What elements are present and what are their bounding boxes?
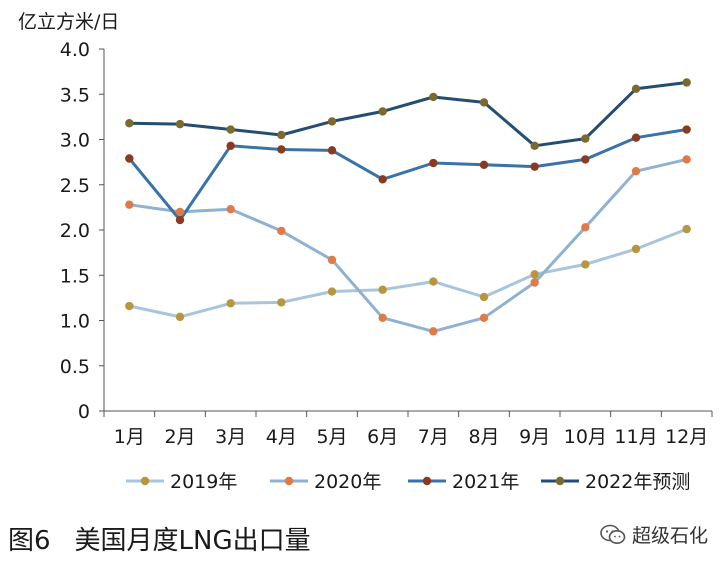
legend-marker — [284, 476, 294, 486]
y-axis-label: 亿立方米/日 — [18, 11, 119, 33]
data-point — [581, 260, 590, 269]
data-point — [479, 98, 489, 107]
y-tick-label: 2.5 — [60, 175, 90, 197]
x-tick-label: 2月 — [164, 426, 195, 448]
legend-label: 2020年 — [314, 471, 381, 493]
x-tick-label: 1月 — [114, 426, 145, 448]
x-tick-label: 12月 — [665, 426, 708, 448]
data-point — [631, 244, 641, 254]
legend-marker — [140, 476, 150, 486]
figure-caption: 图6 美国月度LNG出口量 — [8, 520, 311, 557]
data-point — [378, 285, 387, 294]
data-point — [125, 119, 134, 128]
legend: 2019年 2020年 2021年 2022年预测 — [126, 471, 690, 493]
data-point — [682, 125, 691, 134]
x-tick-label: 7月 — [418, 426, 449, 448]
figure-title: 美国月度LNG出口量 — [74, 526, 311, 556]
series-markers — [125, 78, 691, 336]
legend-marker — [422, 476, 432, 486]
brand-name: 超级石化 — [631, 525, 708, 547]
data-point — [378, 107, 387, 116]
data-point — [530, 141, 539, 151]
data-point — [429, 327, 438, 336]
data-point — [682, 78, 691, 87]
data-point — [682, 224, 691, 234]
y-tick-label: 3.0 — [60, 130, 90, 152]
y-tick-label: 4.0 — [60, 39, 90, 61]
data-point — [277, 226, 286, 236]
legend-marker — [555, 476, 565, 486]
series-line-3 — [128, 128, 687, 222]
data-point — [581, 134, 590, 143]
y-tick-label: 1.0 — [60, 311, 90, 333]
data-point — [530, 278, 539, 287]
y-tick-label: 1.5 — [60, 265, 90, 287]
data-point — [125, 200, 134, 209]
legend-label: 2022年预测 — [585, 471, 690, 493]
data-point — [226, 204, 235, 214]
brand-watermark: 超级石化 — [600, 521, 708, 548]
data-point — [327, 255, 337, 265]
data-point — [631, 84, 641, 94]
data-point — [175, 119, 185, 129]
y-tick-label: 3.5 — [60, 84, 90, 106]
series-lines — [128, 81, 688, 333]
data-point — [175, 312, 185, 322]
x-tick-label: 3月 — [215, 426, 246, 448]
data-point — [429, 158, 438, 168]
data-point — [125, 301, 134, 311]
x-tick-label: 10月 — [564, 426, 607, 448]
data-point — [429, 277, 438, 286]
data-point — [327, 287, 337, 296]
data-point — [226, 125, 235, 134]
y-tick-label: 0.5 — [60, 356, 90, 378]
data-point — [277, 145, 286, 154]
x-tick-label: 4月 — [266, 426, 297, 448]
data-point — [226, 141, 235, 151]
data-point — [631, 133, 641, 142]
data-point — [581, 223, 590, 232]
data-point — [479, 313, 489, 322]
x-tick-label: 5月 — [316, 426, 347, 448]
y-tick-label: 0 — [78, 401, 90, 423]
data-point — [327, 117, 337, 126]
data-point — [682, 155, 691, 164]
figure-label: 图6 — [8, 526, 51, 556]
data-point — [125, 154, 134, 163]
data-point — [175, 207, 185, 217]
wechat-icon — [600, 524, 626, 544]
data-point — [175, 215, 185, 225]
series-line-1 — [128, 227, 688, 319]
data-point — [429, 92, 438, 102]
data-point — [378, 175, 387, 184]
data-point — [277, 298, 286, 307]
data-point — [581, 155, 590, 164]
y-tick-label: 2.0 — [60, 220, 90, 242]
data-point — [479, 160, 489, 170]
x-tick-label: 11月 — [614, 426, 657, 448]
x-tick-label: 8月 — [468, 426, 499, 448]
data-point — [378, 313, 387, 322]
x-tick-label: 6月 — [367, 426, 398, 448]
legend-label: 2019年 — [170, 471, 237, 493]
series-line-2 — [129, 157, 688, 333]
x-tick-label: 9月 — [519, 426, 550, 448]
data-point — [327, 146, 337, 155]
data-point — [530, 162, 539, 171]
data-point — [277, 130, 286, 140]
data-point — [631, 166, 641, 176]
data-point — [530, 270, 539, 279]
data-point — [226, 299, 235, 308]
series-line-4 — [129, 81, 687, 148]
axes: 0 0.5 1.0 1.5 2.0 2.5 3.0 3.5 4.0 1月 2月 3月 4月 5月 6月 7月 8… — [60, 39, 713, 448]
data-point — [479, 292, 489, 302]
legend-label: 2021年 — [452, 471, 519, 493]
